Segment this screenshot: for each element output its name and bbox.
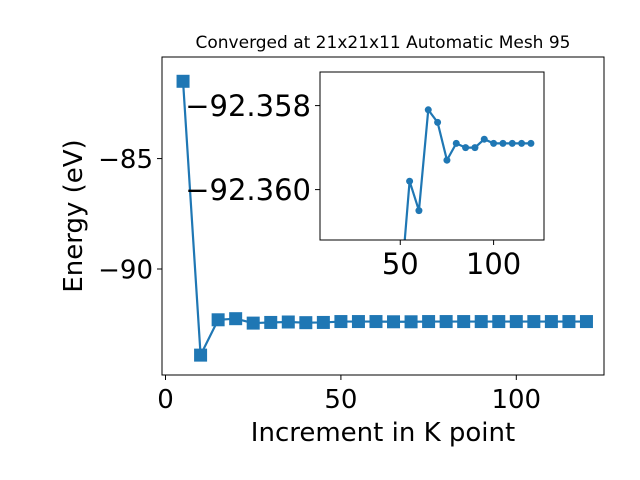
y-axis-label: Energy (eV)	[59, 139, 89, 292]
inset-point-8	[471, 144, 479, 152]
inset-point-3	[424, 106, 432, 114]
main-point-12	[387, 315, 401, 329]
main-point-5	[264, 315, 278, 329]
main-point-17	[474, 315, 488, 329]
inset-point-5	[443, 156, 451, 164]
main-point-21	[544, 315, 558, 329]
main-point-3	[229, 312, 243, 326]
main-point-22	[562, 315, 576, 329]
main-plot-frame	[161, 56, 605, 376]
main-axis-ticks: 0 50 100 −85 −90	[98, 145, 541, 415]
inset-axis-ticks: 50 100 −92.360 −92.358	[185, 89, 521, 281]
main-point-7	[299, 316, 313, 330]
inset-point-11	[499, 139, 507, 147]
main-point-20	[527, 315, 541, 329]
chart-title: Converged at 21x21x11 Automatic Mesh 95	[196, 33, 571, 53]
main-ytick-label-1: −90	[98, 255, 153, 285]
inset-point-0	[397, 291, 404, 298]
main-point-2	[211, 313, 225, 327]
main-point-15	[439, 315, 453, 329]
main-series	[176, 74, 593, 362]
inset-point-9	[480, 135, 488, 143]
inset-ytick-label-0: −92.360	[185, 173, 311, 207]
main-point-13	[404, 315, 418, 329]
inset-point-12	[508, 139, 516, 147]
inset-point-2	[415, 207, 423, 215]
inset-point-13	[518, 139, 526, 147]
main-ytick-label-0: −85	[98, 145, 153, 175]
inset-point-4	[434, 118, 442, 126]
inset-point-1	[406, 177, 414, 185]
inset-point-14	[527, 139, 535, 147]
main-point-18	[492, 315, 506, 329]
main-point-16	[457, 315, 471, 329]
inset-point-10	[490, 139, 498, 147]
x-axis-label: Increment in K point	[251, 418, 515, 448]
main-point-6	[281, 315, 295, 329]
inset-ytick-label-1: −92.358	[185, 89, 311, 123]
main-point-0	[176, 74, 190, 88]
inset-xtick-label-1: 100	[466, 247, 521, 281]
main-xtick-label-1: 50	[324, 385, 357, 415]
inset-plot-frame	[319, 71, 545, 241]
main-point-9	[334, 315, 348, 329]
main-point-11	[369, 315, 383, 329]
main-point-8	[316, 315, 330, 329]
inset-background	[320, 72, 544, 240]
inset-point-6	[452, 139, 460, 147]
main-point-19	[509, 315, 523, 329]
main-point-10	[351, 315, 365, 329]
inset-xtick-label-0: 50	[382, 247, 419, 281]
main-xtick-label-0: 0	[157, 385, 174, 415]
inset-point-7	[462, 144, 470, 152]
inset-series	[397, 106, 535, 298]
main-point-4	[246, 316, 260, 330]
main-point-1	[194, 348, 208, 362]
main-xtick-label-2: 100	[491, 385, 541, 415]
main-point-14	[422, 315, 436, 329]
main-point-23	[579, 315, 593, 329]
